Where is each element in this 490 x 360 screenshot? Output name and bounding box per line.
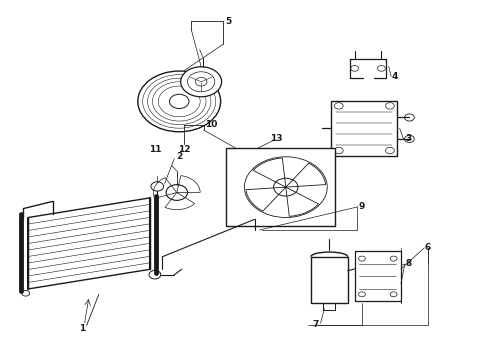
Text: 9: 9	[359, 202, 365, 211]
Circle shape	[151, 182, 164, 191]
Text: 11: 11	[148, 145, 161, 154]
Circle shape	[22, 291, 30, 296]
Circle shape	[138, 71, 220, 132]
Circle shape	[170, 94, 189, 109]
Text: 5: 5	[225, 17, 231, 26]
Text: 3: 3	[405, 134, 411, 143]
Text: 1: 1	[79, 324, 85, 333]
Circle shape	[181, 67, 221, 97]
Circle shape	[166, 185, 188, 201]
Text: 7: 7	[313, 320, 319, 329]
Bar	[311, 257, 348, 303]
Circle shape	[273, 178, 298, 196]
Bar	[331, 100, 397, 156]
Text: 10: 10	[205, 120, 217, 129]
Text: 13: 13	[270, 134, 283, 143]
Circle shape	[196, 77, 207, 86]
Bar	[355, 251, 401, 301]
Bar	[225, 148, 335, 226]
Text: 12: 12	[178, 145, 190, 154]
Text: 8: 8	[405, 260, 411, 269]
Circle shape	[149, 270, 161, 279]
Text: 2: 2	[176, 152, 182, 161]
Text: 4: 4	[392, 72, 398, 81]
Text: 6: 6	[424, 243, 431, 252]
